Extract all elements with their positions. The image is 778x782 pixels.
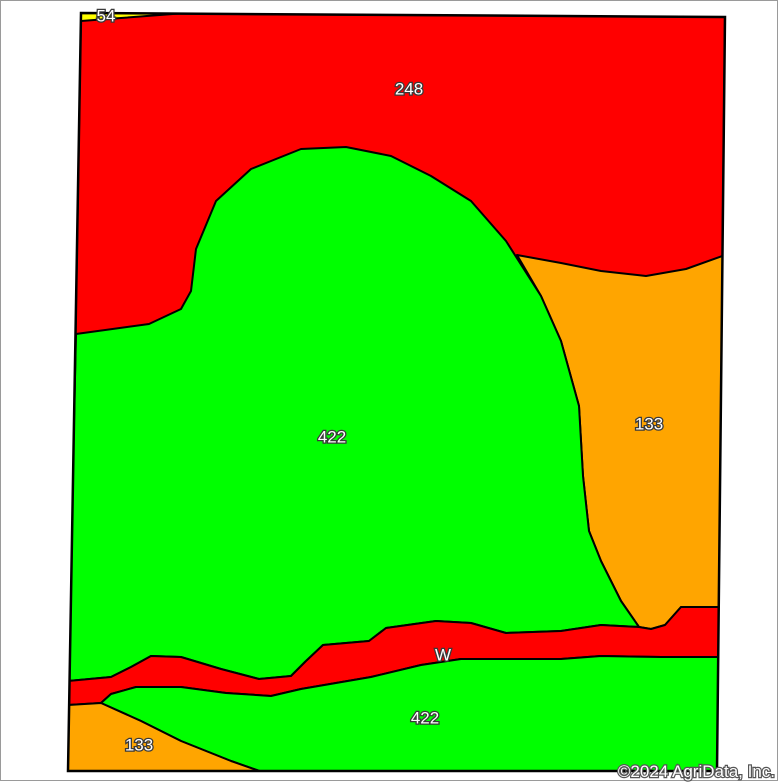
- label-unit-133-right: 133: [635, 414, 663, 433]
- field-boundary: [66, 11, 727, 773]
- label-unit-248: 248: [395, 79, 423, 98]
- copyright-text: ©2024 AgriData, Inc.: [618, 762, 775, 781]
- soil-units: [68, 13, 725, 782]
- label-unit-422-main: 422: [318, 427, 346, 446]
- label-unit-54: 54: [97, 6, 116, 25]
- soil-unit-133-bottom[interactable]: [68, 702, 292, 782]
- label-unit-w: W: [435, 645, 451, 664]
- label-unit-133-bottom: 133: [125, 735, 153, 754]
- label-unit-422-bottom: 422: [411, 708, 439, 727]
